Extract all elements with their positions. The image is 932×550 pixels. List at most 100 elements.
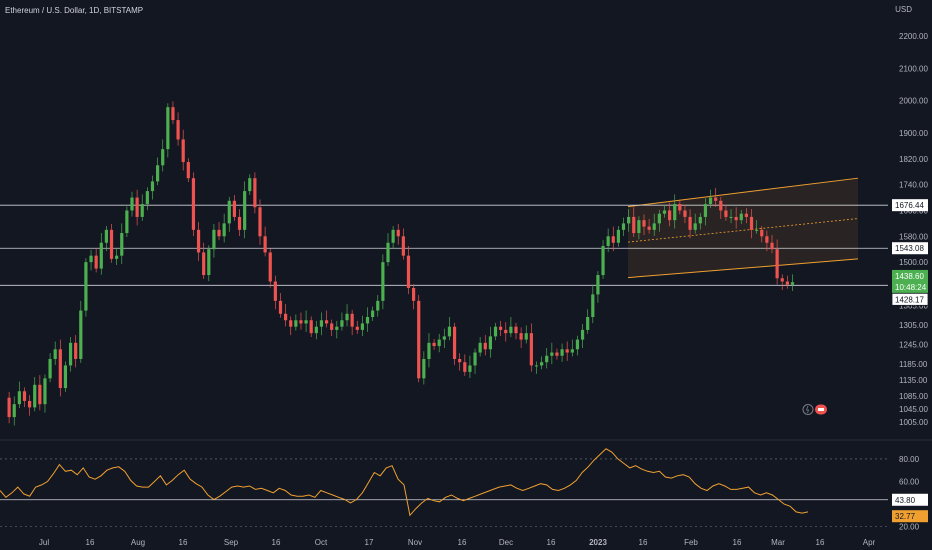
candle-body[interactable] — [58, 349, 62, 389]
candle-body[interactable] — [683, 210, 687, 217]
candle-body[interactable] — [442, 336, 446, 340]
candle-body[interactable] — [22, 391, 27, 401]
candle-body[interactable] — [499, 326, 503, 330]
candle-body[interactable] — [473, 352, 477, 366]
candle-body[interactable] — [258, 207, 262, 237]
candle-body[interactable] — [365, 317, 370, 324]
candle-body[interactable] — [145, 191, 149, 205]
candle-body[interactable] — [739, 213, 743, 221]
candle-body[interactable] — [673, 204, 677, 221]
candle-body[interactable] — [452, 326, 457, 359]
candle-body[interactable] — [565, 349, 569, 353]
candle-body[interactable] — [719, 200, 723, 211]
candle-body[interactable] — [360, 323, 364, 330]
candle-body[interactable] — [156, 165, 160, 182]
candle-body[interactable] — [376, 300, 380, 311]
candle-body[interactable] — [396, 229, 400, 237]
candle-body[interactable] — [319, 320, 324, 327]
candle-body[interactable] — [427, 342, 431, 359]
candle-body[interactable] — [657, 213, 661, 224]
candle-body[interactable] — [314, 326, 318, 334]
candle-body[interactable] — [790, 282, 795, 285]
candle-body[interactable] — [493, 326, 498, 337]
candle-body[interactable] — [693, 223, 697, 230]
candle-body[interactable] — [232, 200, 236, 217]
candle-body[interactable] — [340, 320, 344, 327]
candle-body[interactable] — [53, 349, 57, 359]
candle-body[interactable] — [662, 210, 667, 214]
candle-body[interactable] — [775, 249, 779, 279]
channel-upper-line[interactable] — [627, 177, 859, 208]
candle-body[interactable] — [627, 216, 631, 224]
candle-body[interactable] — [488, 336, 492, 350]
candle-body[interactable] — [130, 197, 134, 211]
price-tag-last[interactable]: 1438.60 — [892, 269, 928, 282]
candle-body[interactable] — [749, 216, 754, 230]
candle-body[interactable] — [478, 342, 482, 353]
candle-body[interactable] — [647, 226, 651, 230]
time-axis[interactable]: Jul 16 Aug 16 Sep 16 Oct 17 Nov 16 Dec 16 2023 16 Feb 1… — [39, 538, 876, 547]
candle-body[interactable] — [611, 236, 615, 243]
candle-body[interactable] — [401, 236, 405, 256]
candle-body[interactable] — [268, 252, 272, 282]
candle-body[interactable] — [161, 149, 165, 166]
candle-body[interactable] — [335, 326, 339, 330]
candle-body[interactable] — [519, 333, 523, 340]
candle-body[interactable] — [150, 181, 155, 192]
price-channel[interactable] — [627, 177, 859, 279]
candle-body[interactable] — [171, 107, 175, 121]
candle-body[interactable] — [570, 349, 574, 353]
candle-body[interactable] — [222, 223, 226, 237]
candle-body[interactable] — [729, 216, 733, 218]
candle-body[interactable] — [780, 278, 784, 282]
candle-body[interactable] — [248, 178, 252, 192]
candle-body[interactable] — [350, 313, 354, 327]
candle-body[interactable] — [621, 223, 626, 230]
candle-body[interactable] — [534, 365, 539, 367]
candle-body[interactable] — [524, 333, 528, 340]
candle-body[interactable] — [212, 229, 216, 250]
candle-body[interactable] — [437, 339, 441, 347]
candle-body[interactable] — [724, 210, 728, 217]
channel-lower-line[interactable] — [627, 258, 859, 279]
candle-body[interactable] — [253, 178, 257, 208]
candle-body[interactable] — [637, 220, 641, 234]
candle-body[interactable] — [324, 320, 329, 324]
candle-body[interactable] — [785, 281, 789, 285]
candle-body[interactable] — [432, 342, 436, 347]
candle-body[interactable] — [104, 229, 108, 243]
candle-body[interactable] — [125, 210, 129, 234]
candle-body[interactable] — [309, 320, 313, 334]
candle-body[interactable] — [575, 339, 580, 350]
candle-body[interactable] — [94, 255, 98, 269]
candle-body[interactable] — [84, 262, 88, 311]
candle-body[interactable] — [616, 229, 620, 243]
candle-body[interactable] — [227, 200, 231, 224]
candle-body[interactable] — [458, 358, 462, 363]
candle-body[interactable] — [217, 229, 221, 237]
candle-body[interactable] — [278, 300, 283, 314]
candle-body[interactable] — [299, 320, 303, 324]
candle-body[interactable] — [237, 216, 242, 230]
candle-body[interactable] — [33, 384, 37, 408]
candle-body[interactable] — [273, 281, 277, 301]
candle-body[interactable] — [17, 391, 21, 405]
rsi-tag-current[interactable]: 32.77 — [892, 510, 928, 523]
candle-body[interactable] — [412, 287, 416, 301]
candle-body[interactable] — [191, 178, 196, 230]
candle-body[interactable] — [109, 229, 114, 259]
candle-body[interactable] — [202, 252, 206, 276]
candle-body[interactable] — [381, 262, 385, 301]
candle-body[interactable] — [422, 358, 426, 379]
candle-body[interactable] — [668, 210, 672, 221]
candle-body[interactable] — [760, 229, 764, 237]
candle-body[interactable] — [601, 245, 605, 276]
candle-body[interactable] — [483, 342, 487, 350]
candle-body[interactable] — [355, 326, 359, 330]
candle-body[interactable] — [591, 294, 595, 318]
candle-body[interactable] — [514, 326, 518, 334]
candle-body[interactable] — [99, 242, 103, 269]
candle-body[interactable] — [596, 275, 600, 295]
candle-body[interactable] — [48, 358, 52, 379]
